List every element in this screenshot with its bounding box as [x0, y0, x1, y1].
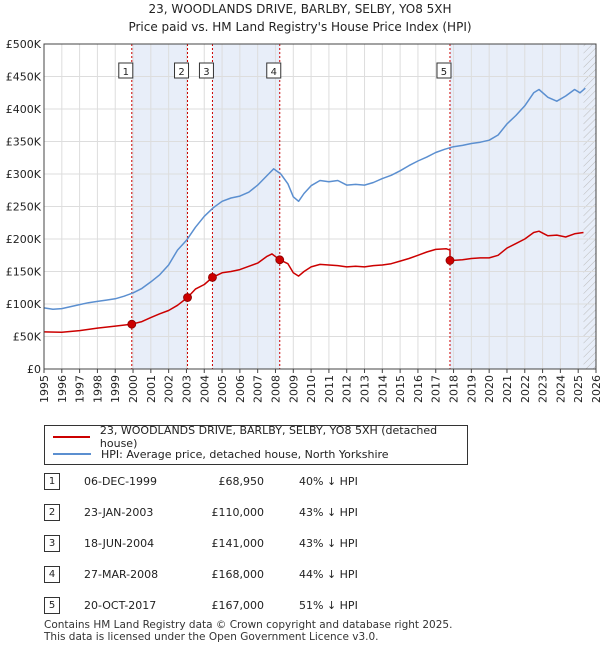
y-tick-label: £300K: [6, 168, 42, 181]
x-tick-label: 1999: [109, 375, 122, 403]
footer-copyright: Contains HM Land Registry data © Crown c…: [44, 619, 453, 631]
y-tick-label: £0: [27, 363, 41, 376]
sale-point: [208, 272, 217, 282]
legend-label-property: 23, WOODLANDS DRIVE, BARLBY, SELBY, YO8 …: [99, 424, 438, 450]
x-tick-label: 2022: [519, 375, 532, 403]
sale-price: £141,000: [211, 537, 265, 550]
x-tick-label: 2005: [216, 375, 229, 403]
legend: 23, WOODLANDS DRIVE, BARLBY, SELBY, YO8 …: [44, 424, 468, 465]
sale-number-label: 3: [203, 67, 209, 78]
sale-number-box: [198, 62, 214, 79]
x-tick-label: 2018: [448, 375, 461, 403]
chart-title: 23, WOODLANDS DRIVE, BARLBY, SELBY, YO8 …: [148, 2, 452, 16]
y-tick-label: £100K: [6, 298, 42, 311]
x-tick-label: 2007: [252, 375, 265, 403]
sale-number-box: [118, 62, 134, 79]
x-tick-label: 2006: [234, 375, 247, 403]
sale-number-label: 2: [178, 67, 184, 78]
x-tick-label: 2020: [483, 375, 496, 403]
legend-label-hpi: HPI: Average price, detached house, Nort…: [101, 447, 389, 461]
x-tick-label: 2025: [572, 375, 585, 403]
legend-swatch-hpi: [53, 453, 91, 455]
sale-date: 20-OCT-2017: [84, 599, 157, 612]
x-tick-label: 1996: [56, 375, 69, 403]
sale-point: [445, 256, 455, 265]
x-tick-label: 2019: [465, 375, 478, 403]
y-tick-label: £250K: [6, 201, 42, 214]
sale-price: £167,000: [211, 599, 265, 612]
x-tick-label: 2009: [287, 375, 300, 403]
y-tick-label: £200K: [6, 233, 42, 246]
sale-date: 06-DEC-1999: [84, 475, 158, 488]
sale-number: 4: [44, 566, 60, 583]
sale-number: 5: [44, 597, 60, 614]
sale-number-label: 5: [441, 67, 447, 78]
sale-number: 1: [44, 473, 60, 490]
hpi-line: [43, 87, 586, 310]
x-tick-label: 2014: [376, 375, 389, 403]
x-tick-label: 1995: [38, 375, 51, 403]
sale-number: 2: [44, 504, 60, 521]
x-tick-label: 2024: [554, 375, 567, 403]
y-tick-label: £450K: [6, 71, 42, 84]
footer-license: This data is licensed under the Open Gov…: [44, 631, 379, 643]
sale-point: [127, 319, 137, 329]
sale-number-label: 1: [123, 67, 129, 78]
sale-hpi-diff: 51% ↓ HPI: [299, 599, 358, 612]
x-tick-label: 2026: [590, 375, 600, 403]
table-row: 1 06-DEC-1999 £68,950 40% ↓ HPI: [44, 473, 464, 493]
property-price-line: [43, 230, 584, 334]
x-tick-label: 2011: [323, 375, 336, 403]
x-tick-label: 2000: [127, 375, 140, 403]
legend-item-hpi: HPI: Average price, detached house, Nort…: [53, 446, 389, 462]
table-row: 4 27-MAR-2008 £168,000 44% ↓ HPI: [44, 566, 464, 586]
x-tick-label: 2012: [341, 375, 354, 403]
x-tick-label: 1997: [74, 375, 87, 403]
price-chart: £0 £50K £100K £150K £200K £250K £300K £350K £400…: [6, 38, 600, 403]
table-row: 5 20-OCT-2017 £167,000 51% ↓ HPI: [44, 597, 464, 617]
legend-item-property: 23, WOODLANDS DRIVE, BARLBY, SELBY, YO8 …: [53, 424, 467, 450]
x-tick-label: 2017: [430, 375, 443, 403]
x-tick-label: 2001: [145, 375, 158, 403]
x-tick-label: 2008: [269, 375, 282, 403]
y-tick-label: £150K: [6, 266, 42, 279]
x-tick-label: 2010: [305, 375, 318, 403]
sale-number-label: 4: [271, 67, 277, 78]
sale-point: [275, 255, 285, 265]
sale-date: 23-JAN-2003: [84, 506, 154, 519]
sale-price: £68,950: [218, 475, 265, 488]
sale-number-box: [174, 62, 190, 79]
legend-swatch-property: [53, 436, 90, 438]
x-tick-label: 2021: [501, 375, 514, 403]
sale-hpi-diff: 44% ↓ HPI: [299, 568, 358, 581]
sale-hpi-diff: 43% ↓ HPI: [299, 537, 358, 550]
x-tick-label: 2002: [163, 375, 176, 403]
sale-point: [183, 293, 192, 302]
y-tick-label: £500K: [6, 38, 42, 51]
table-row: 2 23-JAN-2003 £110,000 43% ↓ HPI: [44, 504, 464, 524]
y-tick-label: £400K: [6, 103, 42, 116]
sale-price: £110,000: [211, 506, 265, 519]
x-tick-label: 2013: [359, 375, 372, 403]
table-row: 3 18-JUN-2004 £141,000 43% ↓ HPI: [44, 535, 464, 555]
sale-date: 27-MAR-2008: [84, 568, 159, 581]
sale-number-box: [436, 62, 452, 79]
y-tick-label: £50K: [13, 331, 42, 344]
x-tick-label: 2015: [394, 375, 407, 403]
x-tick-label: 1998: [91, 375, 104, 403]
sale-date: 18-JUN-2004: [84, 537, 155, 550]
sale-hpi-diff: 43% ↓ HPI: [299, 506, 358, 519]
x-tick-label: 2016: [412, 375, 425, 403]
x-tick-label: 2023: [537, 375, 550, 403]
x-tick-label: 2003: [180, 375, 193, 403]
sale-number-box: [266, 62, 282, 79]
y-tick-label: £350K: [6, 136, 42, 149]
plot-frame: [43, 43, 597, 370]
sale-number: 3: [44, 535, 60, 552]
chart-subtitle: Price paid vs. HM Land Registry's House …: [128, 20, 472, 34]
x-tick-label: 2004: [198, 375, 211, 403]
sale-price: £168,000: [211, 568, 265, 581]
sale-hpi-diff: 40% ↓ HPI: [299, 475, 358, 488]
